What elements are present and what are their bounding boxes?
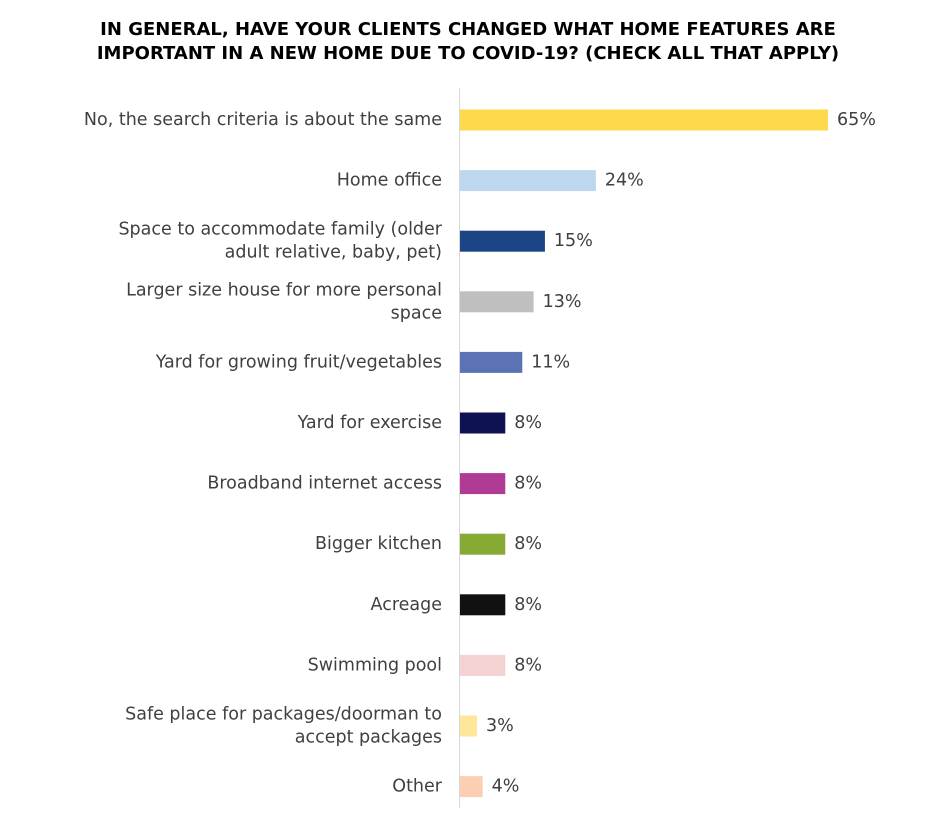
- chart-title-line-2: IMPORTANT IN A NEW HOME DUE TO COVID-19?…: [96, 43, 840, 64]
- bar: [460, 594, 506, 616]
- bar-value-label: 13%: [543, 292, 582, 312]
- category-label-line: accept packages: [295, 728, 442, 748]
- category-label-line: Yard for growing fruit/vegetables: [155, 352, 442, 372]
- category-label: Larger size house for more personal space: [126, 280, 442, 323]
- category-label-line: Broadband internet access: [207, 474, 442, 494]
- bar-value-label: 8%: [514, 534, 542, 554]
- bar-value-label: 8%: [514, 595, 542, 615]
- bar-value-label: 24%: [605, 171, 644, 191]
- category-label-line: No, the search criteria is about the sam…: [84, 110, 442, 130]
- category-label: No, the search criteria is about the sam…: [84, 110, 442, 130]
- category-label-line: Other: [392, 777, 442, 797]
- bar-value-label: 15%: [554, 231, 593, 251]
- bar: [460, 715, 477, 737]
- category-label-line: space: [391, 303, 442, 323]
- category-label: Other: [392, 777, 442, 797]
- category-label-line: Space to accommodate family (older: [118, 220, 442, 240]
- bar: [460, 291, 534, 313]
- category-label: Acreage: [371, 595, 442, 615]
- category-label-line: Yard for exercise: [297, 413, 442, 433]
- bar: [460, 473, 506, 495]
- category-label: Safe place for packages/doorman to accept…: [125, 705, 442, 748]
- category-label-line: adult relative, baby, pet): [225, 243, 442, 263]
- chart-title-line-1: IN GENERAL, HAVE YOUR CLIENTS CHANGED WH…: [100, 19, 836, 40]
- bar: [460, 109, 828, 131]
- bar-value-label: 11%: [531, 352, 570, 372]
- bar-value-label: 8%: [514, 413, 542, 433]
- bars-layer: No, the search criteria is about the sam…: [84, 109, 876, 798]
- bar: [460, 654, 506, 676]
- category-label-line: Swimming pool: [308, 655, 442, 675]
- category-label: Bigger kitchen: [315, 534, 442, 554]
- category-label-line: Acreage: [371, 595, 442, 615]
- category-label-line: Larger size house for more personal: [126, 280, 442, 300]
- bar: [460, 533, 506, 555]
- bar: [460, 230, 545, 252]
- category-label: Yard for exercise: [297, 413, 442, 433]
- bar-value-label: 4%: [492, 777, 520, 797]
- category-label-line: Safe place for packages/doorman to: [125, 705, 442, 725]
- bar: [460, 412, 506, 434]
- bar: [460, 170, 596, 192]
- category-label: Broadband internet access: [207, 474, 442, 494]
- bar-value-label: 8%: [514, 474, 542, 494]
- bar-value-label: 65%: [837, 110, 876, 130]
- bar: [460, 776, 483, 798]
- bar-value-label: 3%: [486, 716, 514, 736]
- category-label-line: Home office: [337, 171, 442, 191]
- category-label: Swimming pool: [308, 655, 442, 675]
- bar-value-label: 8%: [514, 655, 542, 675]
- category-label: Home office: [337, 171, 442, 191]
- bar: [460, 351, 523, 373]
- category-label: Yard for growing fruit/vegetables: [155, 352, 442, 372]
- category-label: Space to accommodate family (older adult …: [118, 220, 442, 263]
- chart-title: IN GENERAL, HAVE YOUR CLIENTS CHANGED WH…: [0, 18, 936, 66]
- category-label-line: Bigger kitchen: [315, 534, 442, 554]
